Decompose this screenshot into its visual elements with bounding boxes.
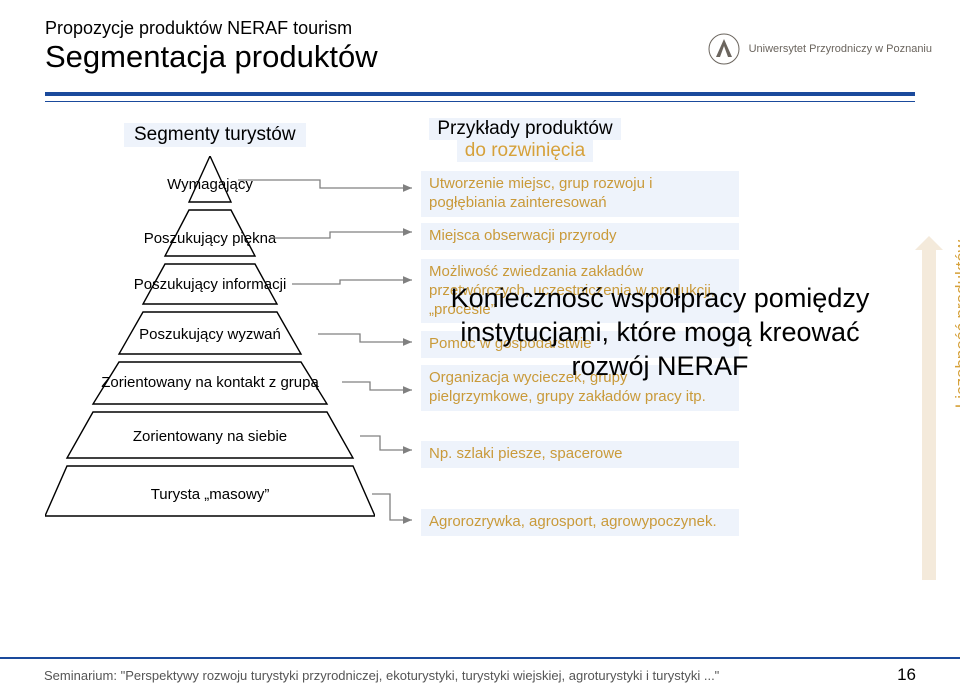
example-box: Agrorozrywka, agrosport, agrowypoczynek.	[420, 508, 740, 537]
logo-text: Uniwersytet Przyrodniczy w Poznaniu	[749, 43, 932, 56]
example-box: Miejsca obserwacji przyrody	[420, 222, 740, 251]
examples-title-line2: do rozwinięcia	[457, 140, 593, 162]
axis-arrow	[922, 250, 936, 580]
pyramid-level-label: Poszukujący piękna	[45, 230, 375, 247]
axis-label: Liczebność produktów	[952, 240, 960, 408]
pyramid-level-label: Wymagający	[45, 176, 375, 193]
pyramid-title: Segmenty turystów	[123, 122, 307, 148]
footer: Seminarium: "Perspektywy rozwoju turysty…	[0, 657, 960, 691]
pyramid-level-label: Zorientowany na kontakt z grupą	[45, 374, 375, 391]
pyramid-level-label: Zorientowany na siebie	[45, 428, 375, 445]
example-box: Pomoc w gospodarstwie	[420, 330, 740, 359]
slide-header: Propozycje produktów NERAF tourism Segme…	[45, 18, 378, 75]
page-number: 16	[897, 665, 916, 685]
university-logo: Uniwersytet Przyrodniczy w Poznaniu	[707, 32, 932, 66]
pyramid-level-label: Turysta „masowy”	[45, 486, 375, 503]
pyramid: Segmenty turystów WymagającyPoszukujący …	[45, 156, 375, 536]
pyramid-level-label: Poszukujący informacji	[45, 276, 375, 293]
examples-title-line1: Przykłady produktów	[429, 118, 620, 140]
example-box: Organizacja wycieczek, grupy pielgrzymko…	[420, 364, 740, 412]
example-box: Możliwość zwiedzania zakładów przetwórcz…	[420, 258, 740, 324]
example-box: Np. szlaki piesze, spacerowe	[420, 440, 740, 469]
example-box: Utworzenie miejsc, grup rozwoju i pogłęb…	[420, 170, 740, 218]
footer-text: Seminarium: "Perspektywy rozwoju turysty…	[44, 668, 719, 683]
logo-icon	[707, 32, 741, 66]
pyramid-level-label: Poszukujący wyzwań	[45, 326, 375, 343]
header-rule	[45, 92, 915, 102]
header-subtitle: Propozycje produktów NERAF tourism	[45, 18, 378, 39]
examples-title: Przykłady produktów do rozwinięcia	[420, 118, 630, 162]
header-title: Segmentacja produktów	[45, 39, 378, 75]
